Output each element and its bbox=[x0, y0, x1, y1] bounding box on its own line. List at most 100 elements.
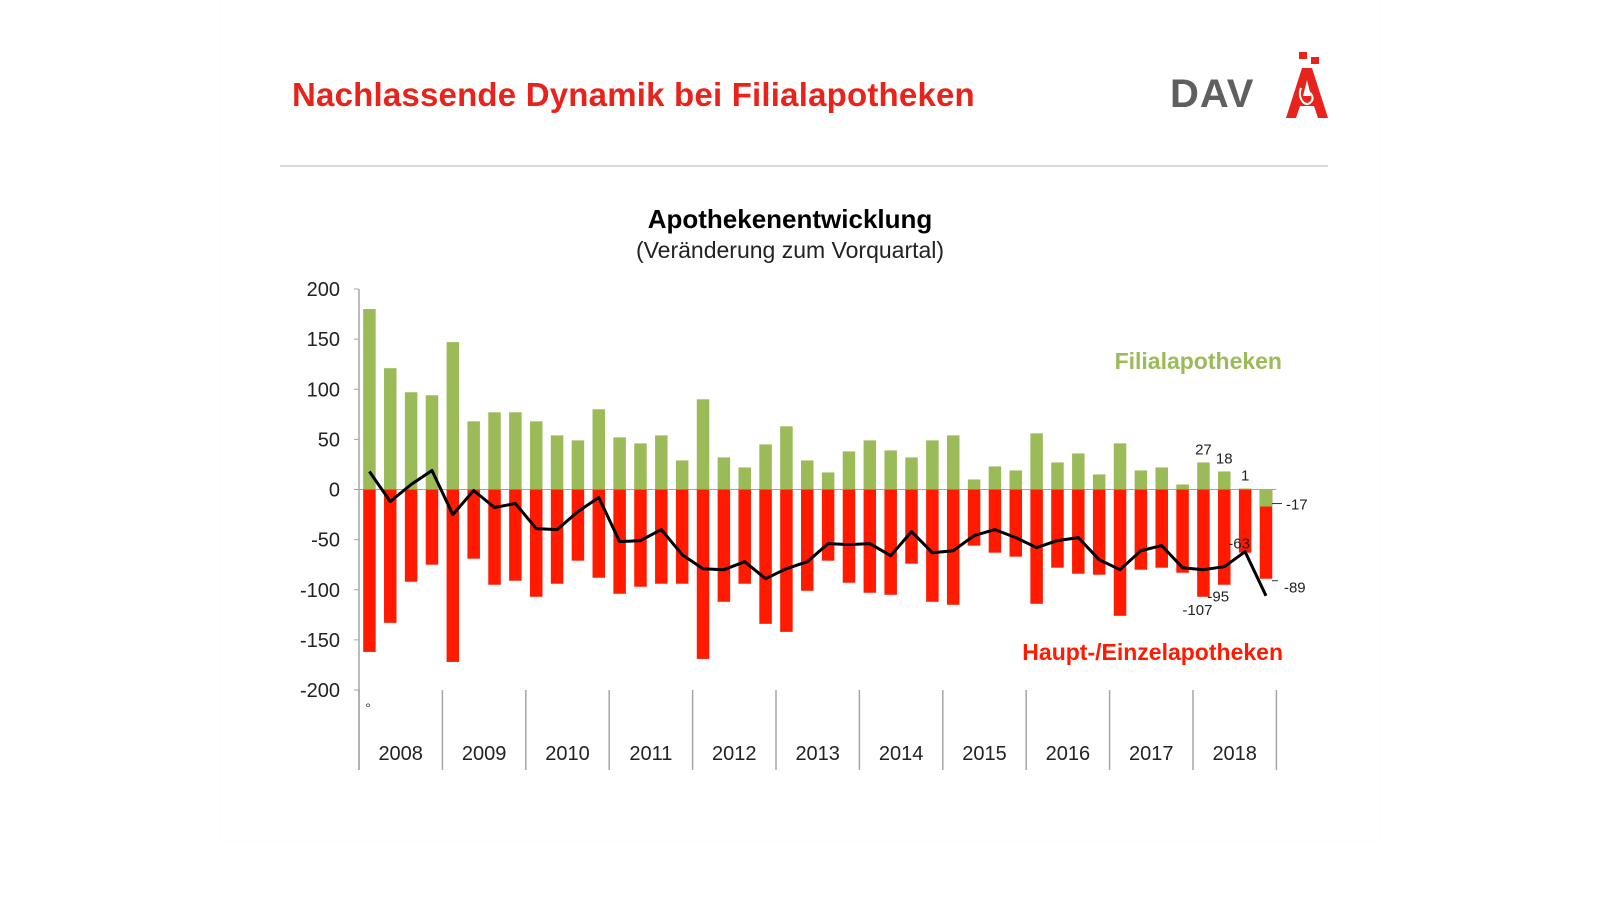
bar-filialapotheken bbox=[550, 435, 564, 490]
y-tick-label: -50 bbox=[311, 530, 340, 552]
chart-title: Apothekenentwicklung bbox=[648, 204, 933, 234]
bar-filialapotheken bbox=[571, 440, 585, 490]
bar-haupt-einzelapotheken bbox=[1176, 489, 1189, 573]
bar-haupt-einzelapotheken bbox=[1155, 489, 1168, 568]
bar-filialapotheken bbox=[696, 399, 710, 490]
bar-filialapotheken bbox=[592, 409, 606, 490]
bar-haupt-einzelapotheken bbox=[863, 489, 877, 593]
bar-filialapotheken bbox=[425, 395, 439, 490]
bar-filialapotheken bbox=[1072, 453, 1085, 490]
bar-filialapotheken bbox=[759, 444, 772, 490]
page-title: Nachlassende Dynamik bei Filialapotheken bbox=[292, 76, 975, 113]
bar-haupt-einzelapotheken bbox=[509, 489, 522, 581]
bar-haupt-einzelapotheken bbox=[967, 489, 981, 546]
bar-haupt-einzelapotheken bbox=[842, 489, 856, 583]
bar-haupt-einzelapotheken bbox=[821, 489, 835, 561]
bar-filialapotheken bbox=[446, 342, 460, 490]
bar-filialapotheken bbox=[467, 421, 480, 490]
bar-filialapotheken bbox=[926, 440, 939, 490]
bar-haupt-einzelapotheken bbox=[884, 489, 897, 595]
bar-haupt-einzelapotheken bbox=[446, 489, 460, 662]
dav-logo: DAV bbox=[1170, 52, 1330, 124]
apotheken-a-logo-icon bbox=[1286, 52, 1328, 118]
year-label: 2011 bbox=[629, 743, 672, 765]
bar-haupt-einzelapotheken bbox=[1134, 489, 1148, 570]
bar-filialapotheken bbox=[675, 460, 689, 490]
bar-filialapotheken bbox=[404, 392, 418, 490]
bar-haupt-einzelapotheken bbox=[529, 489, 543, 597]
bar-filialapotheken bbox=[363, 309, 376, 490]
bar-haupt-einzelapotheken bbox=[488, 489, 501, 585]
bar-filialapotheken bbox=[655, 435, 668, 490]
bar-filialapotheken bbox=[1134, 470, 1148, 490]
bar-filialapotheken-negative bbox=[1259, 489, 1273, 507]
y-tick-label: 200 bbox=[307, 279, 340, 301]
bar-filialapotheken bbox=[988, 466, 1002, 490]
bar-filialapotheken bbox=[1238, 488, 1252, 490]
year-label: 2017 bbox=[1129, 743, 1174, 765]
y-tick-label: 100 bbox=[307, 379, 340, 401]
bar-haupt-einzelapotheken bbox=[384, 489, 397, 623]
bar-haupt-einzelapotheken bbox=[946, 489, 960, 605]
bar-haupt-einzelapotheken bbox=[1009, 489, 1023, 557]
bar-filialapotheken bbox=[634, 443, 647, 490]
data-label-filial: 27 bbox=[1195, 441, 1212, 458]
data-label-filial: 18 bbox=[1216, 450, 1233, 467]
header-divider bbox=[280, 165, 1328, 167]
bar-haupt-einzelapotheken bbox=[467, 489, 480, 559]
bar-filialapotheken bbox=[842, 451, 856, 490]
bar-haupt-einzelapotheken bbox=[780, 489, 793, 632]
bar-haupt-einzelapotheken bbox=[738, 489, 751, 584]
bar-haupt-einzelapotheken bbox=[926, 489, 939, 602]
bar-haupt-einzelapotheken bbox=[801, 489, 814, 591]
year-label: 2013 bbox=[795, 743, 840, 765]
data-label-filial: -17 bbox=[1286, 497, 1308, 514]
legend-haupt-einzelapotheken: Haupt-/Einzelapotheken bbox=[1022, 639, 1283, 665]
bar-filialapotheken bbox=[1009, 470, 1023, 490]
data-label-haupt: -63 bbox=[1228, 536, 1250, 553]
bar-haupt-einzelapotheken bbox=[759, 489, 772, 624]
saldo-line bbox=[368, 469, 1268, 597]
bar-haupt-einzelapotheken bbox=[905, 489, 918, 564]
bar-haupt-einzelapotheken bbox=[550, 489, 564, 584]
bar-filialapotheken bbox=[863, 440, 877, 490]
bar-filialapotheken bbox=[905, 457, 918, 490]
y-tick-label: 0 bbox=[329, 480, 340, 502]
bar-filialapotheken bbox=[801, 460, 814, 490]
year-label: 2012 bbox=[712, 743, 757, 765]
data-label-haupt: -89 bbox=[1284, 580, 1306, 597]
bar-filialapotheken bbox=[488, 412, 501, 490]
bar-haupt-einzelapotheken bbox=[1218, 489, 1231, 585]
bar-filialapotheken bbox=[1218, 471, 1231, 490]
legend-filialapotheken: Filialapotheken bbox=[1115, 348, 1282, 374]
bar-haupt-einzelapotheken bbox=[592, 489, 606, 578]
bar-haupt-einzelapotheken bbox=[696, 489, 710, 659]
corner-mark: ° bbox=[365, 700, 371, 716]
chart-subtitle: (Veränderung zum Vorquartal) bbox=[636, 237, 944, 263]
bar-haupt-einzelapotheken bbox=[634, 489, 647, 587]
data-label-haupt: -95 bbox=[1207, 589, 1229, 606]
y-tick-label: 50 bbox=[318, 429, 340, 451]
y-tick-label: 150 bbox=[307, 329, 340, 351]
bar-haupt-einzelapotheken bbox=[363, 489, 376, 652]
bar-haupt-einzelapotheken bbox=[1051, 489, 1064, 568]
bar-haupt-einzelapotheken bbox=[1072, 489, 1085, 574]
year-label: 2018 bbox=[1212, 743, 1257, 765]
bar-filialapotheken bbox=[1092, 474, 1106, 490]
bar-filialapotheken bbox=[717, 457, 731, 490]
logo-text: DAV bbox=[1170, 72, 1255, 116]
bar-filialapotheken bbox=[967, 479, 981, 490]
bar-filialapotheken bbox=[384, 368, 397, 490]
bar-haupt-einzelapotheken bbox=[675, 489, 689, 584]
bar-filialapotheken bbox=[884, 450, 897, 490]
bar-haupt-einzelapotheken bbox=[717, 489, 731, 602]
bar-haupt-einzelapotheken bbox=[988, 489, 1002, 553]
bar-haupt-einzelapotheken bbox=[425, 489, 439, 565]
bar-filialapotheken bbox=[780, 426, 793, 490]
year-label: 2014 bbox=[879, 743, 924, 765]
bar-filialapotheken bbox=[821, 472, 835, 490]
data-label-filial: 1 bbox=[1241, 467, 1249, 484]
year-label: 2009 bbox=[462, 743, 507, 765]
data-label-haupt: -107 bbox=[1182, 602, 1212, 619]
